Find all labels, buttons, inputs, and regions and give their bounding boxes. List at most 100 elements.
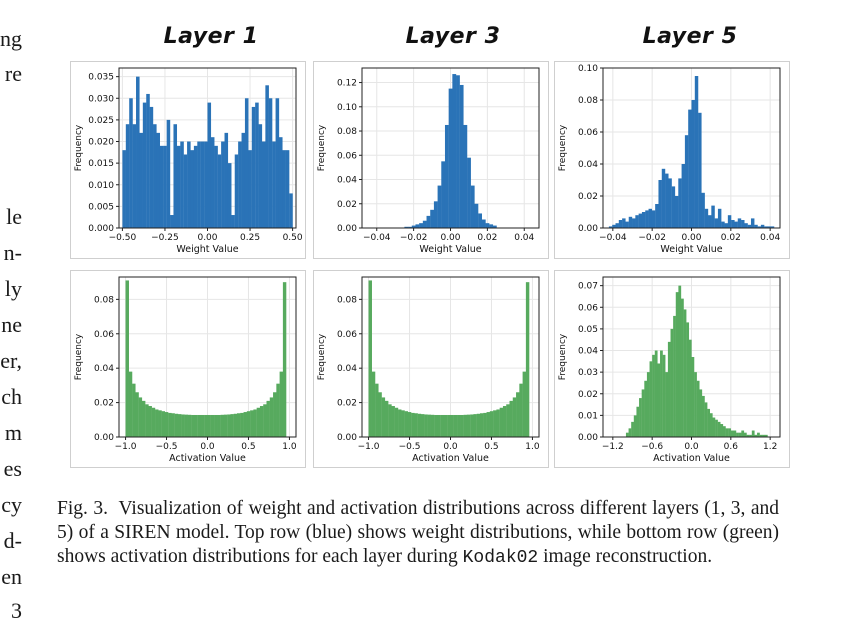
x-tick-label: 0.02: [477, 233, 497, 243]
text-fragment: en: [1, 564, 22, 589]
histogram-bar: [686, 322, 690, 437]
histogram-bar: [470, 414, 474, 437]
x-tick-label: 0.0: [443, 442, 458, 452]
histogram-bar: [142, 102, 147, 228]
bars: [122, 76, 293, 229]
histogram-bar: [204, 414, 208, 437]
text-fragment: ng: [0, 26, 22, 51]
histogram-bar: [649, 361, 653, 437]
x-tick-label: −1.0: [358, 442, 380, 452]
histogram-bar: [489, 224, 494, 228]
histogram-bar: [141, 400, 146, 437]
histogram-bar: [670, 328, 674, 437]
histogram-bar: [246, 411, 251, 437]
histogram-bar: [437, 185, 442, 228]
histogram-bar: [180, 141, 184, 228]
histogram-bar: [714, 218, 719, 228]
histogram-bar: [174, 413, 179, 437]
histogram-bar: [384, 400, 389, 437]
histogram-bar: [210, 414, 215, 437]
bars: [404, 74, 497, 228]
histogram-bar: [486, 412, 490, 437]
histogram-bar: [512, 397, 517, 437]
histogram-bar: [657, 363, 661, 437]
y-tick-label: 0.030: [88, 94, 114, 104]
histogram-bar: [244, 98, 249, 229]
histogram-bar: [665, 173, 669, 228]
y-tick-label: 0.10: [337, 103, 357, 113]
histogram-bar: [163, 145, 167, 228]
histogram-bar: [440, 414, 445, 437]
x-tick-label: −0.04: [363, 233, 391, 243]
x-tick-label: 0.04: [760, 233, 780, 243]
histogram-bar: [450, 414, 454, 437]
histogram-bar: [717, 208, 722, 228]
histogram-bar: [519, 383, 523, 437]
text-fragment: m: [4, 420, 22, 445]
y-tick-label: 0.00: [578, 224, 598, 234]
x-tick-label: 0.5: [484, 442, 498, 452]
histogram-bar: [648, 208, 653, 228]
y-tick-label: 0.02: [578, 390, 598, 400]
histogram-bar: [401, 410, 405, 437]
histogram-bar: [674, 196, 679, 228]
histogram-bar: [678, 285, 682, 437]
histogram-bar: [285, 150, 290, 228]
histogram-bar: [187, 414, 192, 437]
histogram-bar: [240, 412, 244, 437]
bars: [368, 280, 530, 437]
histogram-bar: [485, 223, 490, 228]
histogram-bar: [750, 218, 755, 228]
histogram-bar: [138, 397, 143, 437]
histogram-bar: [463, 414, 468, 437]
histogram-bar: [711, 205, 715, 228]
histogram-bar: [164, 412, 169, 437]
histogram-bar: [480, 413, 484, 437]
y-tick-label: 0.04: [337, 176, 357, 186]
histogram-bar: [158, 410, 162, 437]
histogram-bar: [662, 354, 666, 437]
histogram-bar: [132, 124, 137, 228]
histogram-bar: [483, 412, 487, 437]
histogram-bar: [394, 407, 399, 437]
histogram-bar: [217, 414, 221, 437]
histogram-bar: [173, 124, 178, 228]
histogram-bar: [148, 406, 152, 437]
histogram-bar: [764, 226, 768, 228]
histogram-chart: −1.0 −0.5 0.0 0.5 1.0 0.00 0.02 0.04 0.06 0.08 Act…: [74, 276, 297, 464]
x-tick-label: 0.00: [681, 233, 701, 243]
y-axis-label: Frequency: [74, 124, 84, 171]
figure-caption: Fig. 3. Visualization of weight and acti…: [57, 497, 779, 570]
histogram-bar: [224, 132, 229, 228]
x-tick-label: 0.0: [684, 442, 699, 452]
histogram-bar: [660, 350, 663, 437]
histogram-bar: [434, 414, 438, 437]
y-tick-label: 0.06: [337, 330, 357, 340]
y-tick-label: 0.06: [578, 128, 598, 138]
y-tick-label: 0.04: [337, 364, 357, 374]
x-tick-label: −1.2: [602, 442, 624, 452]
histogram-bar: [506, 404, 510, 437]
histogram-bar: [191, 414, 195, 437]
y-tick-label: 0.015: [88, 159, 114, 169]
histogram-bar: [261, 141, 266, 228]
x-tick-label: −0.02: [638, 233, 666, 243]
histogram-chart: −0.50 −0.25 0.00 0.25 0.50 0.000 0.005 0.010 0.0…: [74, 67, 303, 255]
x-tick-label: 0.0: [200, 442, 215, 452]
histogram-bar: [139, 132, 143, 228]
histogram-bar: [181, 414, 185, 437]
histogram-bar: [499, 407, 504, 437]
histogram-bar: [263, 404, 267, 437]
histogram-bar: [197, 141, 201, 228]
histogram-bar: [738, 432, 742, 437]
histogram-bar: [197, 414, 202, 437]
histogram-bar: [275, 98, 280, 229]
histogram-bar: [747, 224, 752, 228]
histogram-bar: [411, 412, 415, 437]
histogram-bar: [667, 341, 671, 437]
histogram-bar: [615, 223, 619, 228]
histogram-bar: [187, 141, 191, 228]
left-column-text: ng re le n- ly ne er, ch m es cy d- en 3: [0, 0, 60, 635]
histogram-bar: [255, 102, 259, 228]
histogram-bar: [628, 216, 633, 228]
